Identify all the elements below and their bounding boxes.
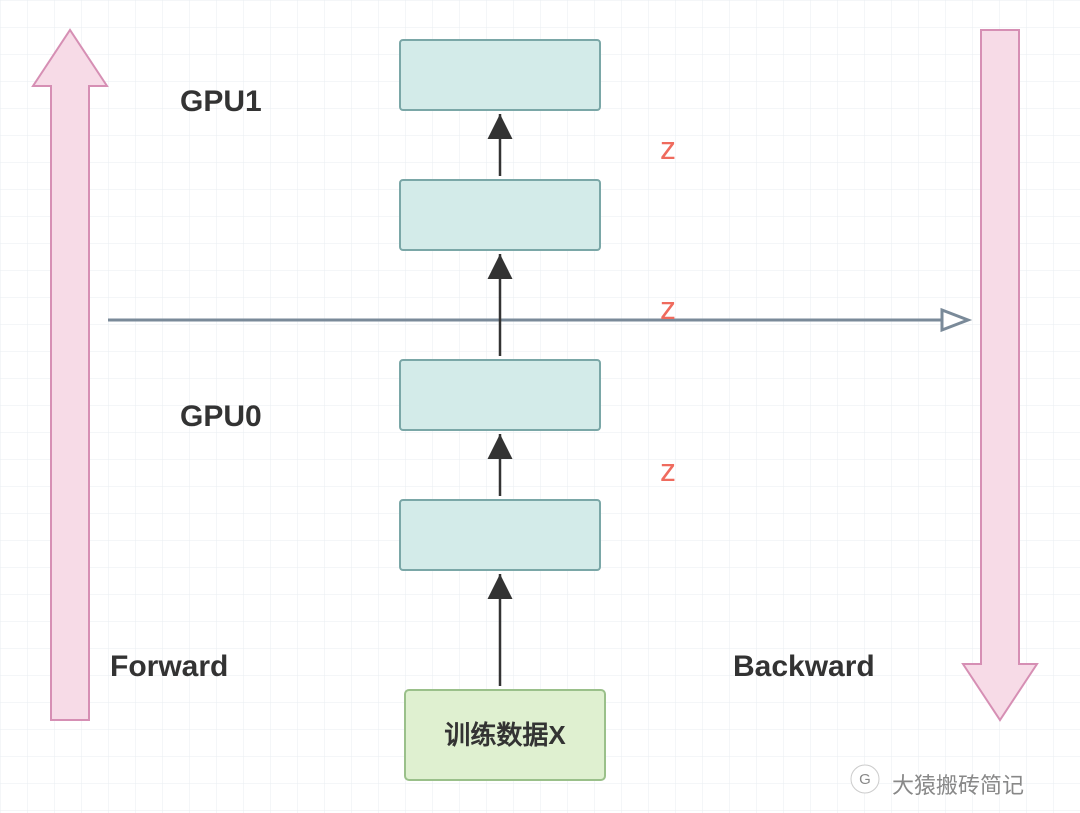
gpu-label: GPU1 [180,85,262,119]
watermark-text: 大猿搬砖简记 [892,768,1024,800]
training-data-box: 训练数据X [405,690,605,780]
layer-block [400,180,600,250]
grid-background: 训练数据X G [0,0,1080,813]
layer-block [400,500,600,570]
gpu-label: GPU0 [180,400,262,434]
layer-block [400,40,600,110]
diagram-canvas: 训练数据X G GPU1 GPU0 z z z Forward Backward 大猿… [0,0,1080,813]
backward-label: Backward [733,650,875,684]
z-label: z [660,452,676,489]
layer-block [400,360,600,430]
svg-text:训练数据X: 训练数据X [444,720,566,750]
z-label: z [660,290,676,327]
svg-text:G: G [859,771,871,788]
forward-label: Forward [110,650,228,684]
watermark-badge: G [851,765,879,793]
z-label: z [660,130,676,167]
